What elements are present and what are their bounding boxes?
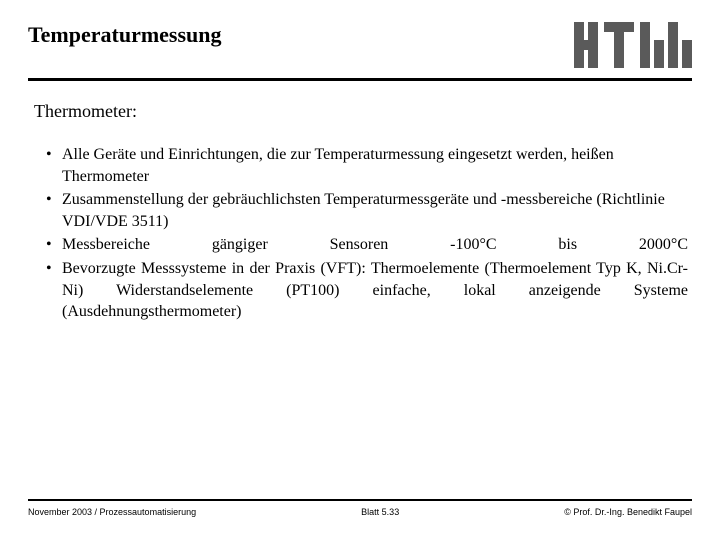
list-item: Messbereiche gängiger Sensoren -100°C bi…	[46, 234, 688, 256]
bullet-list: Alle Geräte und Einrichtungen, die zur T…	[28, 144, 692, 323]
slide-title: Temperaturmessung	[28, 22, 222, 48]
list-item: Zusammenstellung der gebräuchlichsten Te…	[46, 189, 688, 232]
footer-bar: November 2003 / Prozess­automatisierung …	[28, 499, 692, 518]
footer-mid: Blatt 5.33	[196, 507, 564, 517]
header-bar: Temperaturmessung	[28, 22, 692, 81]
slide: Temperaturmessung Thermometer: Alle Gerä…	[0, 0, 720, 540]
footer-left: November 2003 / Prozess­automatisierung	[28, 507, 196, 518]
list-item: Alle Geräte und Einrichtungen, die zur T…	[46, 144, 688, 187]
section-subtitle: Thermometer:	[34, 101, 686, 122]
list-item: Bevorzugte Messsysteme in der Praxis (VF…	[46, 258, 688, 323]
footer-right: © Prof. Dr.-Ing. Benedikt Faupel	[564, 507, 692, 517]
htw-logo-icon	[574, 22, 692, 68]
